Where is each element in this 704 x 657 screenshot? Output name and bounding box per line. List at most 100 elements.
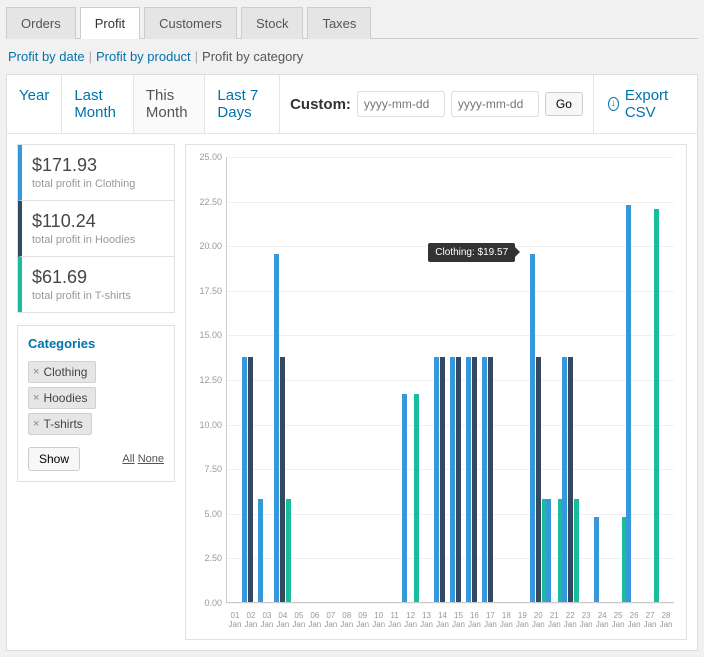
x-axis-label: 11Jan [388,612,401,630]
chart-container: 01Jan02Jan03Jan04Jan05Jan06Jan07Jan08Jan… [185,144,687,640]
bar-clothing[interactable] [242,357,247,602]
x-axis-label: 08Jan [340,612,353,630]
category-chip[interactable]: × Hoodies [28,387,96,409]
custom-range-label: Custom: [290,96,351,113]
categories-title: Categories [28,336,164,351]
top-tab-stock[interactable]: Stock [241,7,304,39]
bar-clothing[interactable] [626,205,631,602]
show-button[interactable]: Show [28,447,80,471]
profit-bar-chart[interactable]: 01Jan02Jan03Jan04Jan05Jan06Jan07Jan08Jan… [186,151,680,633]
summary-box: $171.93total profit in Clothing$110.24to… [17,144,175,313]
summary-label: total profit in T-shirts [32,290,164,302]
x-axis-label: 07Jan [324,612,337,630]
bar-hoodies[interactable] [248,357,253,602]
x-axis-label: 28Jan [660,612,673,630]
summary-row[interactable]: $61.69 total profit in T-shirts [18,257,174,312]
y-axis-label: 2.50 [186,553,222,563]
profit-subnav: Profit by date|Profit by product|Profit … [6,39,698,74]
chip-label: Clothing [43,365,87,379]
x-axis-label: 18Jan [500,612,513,630]
summary-value: $171.93 [32,155,164,176]
bar-clothing[interactable] [434,357,439,602]
x-axis-label: 03Jan [260,612,273,630]
y-axis-label: 20.00 [186,241,222,251]
category-chip[interactable]: × Clothing [28,361,96,383]
top-tab-profit[interactable]: Profit [80,7,140,39]
subnav-link[interactable]: Profit by product [96,49,191,64]
bar-clothing[interactable] [594,517,599,602]
x-axis-label: 06Jan [308,612,321,630]
chip-remove-icon[interactable]: × [33,418,39,430]
subnav-current: Profit by category [202,49,303,64]
x-axis-label: 24Jan [596,612,609,630]
date-to-input[interactable] [451,91,539,117]
top-tab-taxes[interactable]: Taxes [307,7,371,39]
category-chip[interactable]: ×T-shirts [28,413,92,435]
bar-clothing[interactable] [450,357,455,602]
x-axis-label: 01Jan [229,612,242,630]
top-tab-orders[interactable]: Orders [6,7,76,39]
y-axis-label: 10.00 [186,420,222,430]
range-tab-last-month[interactable]: Last Month [62,75,134,133]
bar-clothing[interactable] [274,254,279,602]
bar-hoodies[interactable] [440,357,445,602]
y-axis-label: 0.00 [186,598,222,608]
x-axis-label: 26Jan [628,612,641,630]
bar-clothing[interactable] [402,394,407,602]
custom-range: Custom: Go [280,83,593,125]
bar-hoodies[interactable] [568,357,573,602]
summary-row[interactable]: $171.93 total profit in Clothing [18,145,174,201]
bar-hoodies[interactable] [536,357,541,602]
x-axis-label: 17Jan [484,612,497,630]
x-axis-label: 19Jan [516,612,529,630]
date-range-row: YearLast MonthThis MonthLast 7 Days Cust… [7,75,697,134]
chart-tooltip: Clothing: $19.57 [428,243,515,262]
date-from-input[interactable] [357,91,445,117]
x-axis-label: 15Jan [452,612,465,630]
select-none-link[interactable]: None [138,453,164,465]
bar-hoodies[interactable] [456,357,461,602]
bar-hoodies[interactable] [280,357,285,602]
select-all-link[interactable]: All [122,453,134,465]
range-tab-last-7-days[interactable]: Last 7 Days [205,75,280,133]
report-panel: YearLast MonthThis MonthLast 7 Days Cust… [6,74,698,651]
categories-box: Categories × Clothing × Hoodies ×T-shirts Sh… [17,325,175,482]
y-axis-label: 5.00 [186,509,222,519]
top-tab-customers[interactable]: Customers [144,7,237,39]
category-chips: × Clothing × Hoodies ×T-shirts [28,361,164,435]
chip-label: Hoodies [43,391,87,405]
top-tabs: OrdersProfitCustomersStockTaxes [6,6,698,39]
report-sidebar: $171.93total profit in Clothing$110.24to… [17,144,175,640]
y-axis-label: 17.50 [186,286,222,296]
export-csv-button[interactable]: ↓ Export CSV [593,75,697,133]
summary-row[interactable]: $110.24total profit in Hoodies [18,201,174,257]
x-axis-label: 22Jan [564,612,577,630]
bar-hoodies[interactable] [472,357,477,602]
y-axis-label: 22.50 [186,197,222,207]
bar-clothing[interactable] [482,357,487,602]
summary-value: $110.24 [32,211,164,232]
chip-remove-icon[interactable]: × [33,366,39,378]
download-icon: ↓ [608,97,619,111]
export-csv-label: Export CSV [625,87,683,121]
summary-label: total profit in Clothing [32,178,164,190]
x-axis-label: 20Jan [532,612,545,630]
x-axis-label: 05Jan [292,612,305,630]
subnav-link[interactable]: Profit by date [8,49,85,64]
x-axis-label: 12Jan [404,612,417,630]
bar-hoodies[interactable] [488,357,493,602]
y-axis-label: 25.00 [186,152,222,162]
summary-value: $61.69 [32,267,164,288]
x-axis-label: 16Jan [468,612,481,630]
all-none-links: All None [122,453,164,465]
chip-remove-icon[interactable]: × [33,392,39,404]
range-tab-this-month[interactable]: This Month [134,75,206,133]
range-tab-year[interactable]: Year [7,75,62,133]
bar-clothing[interactable] [530,254,535,602]
bar-clothing[interactable] [258,499,263,602]
bar-clothing[interactable] [466,357,471,602]
x-axis-label: 23Jan [580,612,593,630]
bar-clothing[interactable] [562,357,567,602]
go-button[interactable]: Go [545,92,583,116]
bar-clothing[interactable] [546,499,551,602]
